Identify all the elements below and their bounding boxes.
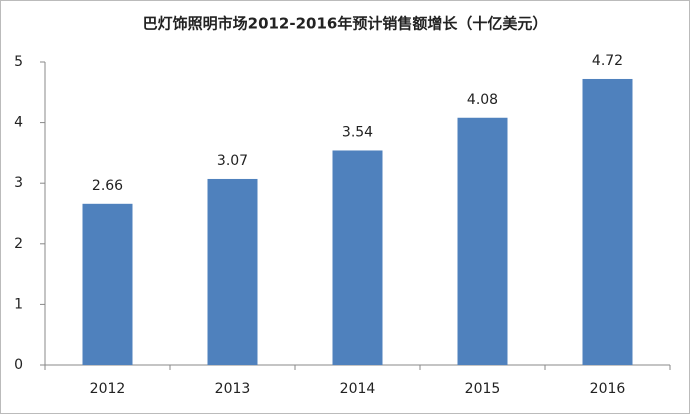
x-tick-label: 2012 [90, 381, 126, 397]
x-tick-label: 2015 [465, 381, 501, 397]
data-label: 2.66 [92, 178, 123, 194]
x-tick-label: 2014 [340, 381, 376, 397]
y-tick-label: 2 [14, 236, 23, 252]
data-label: 4.72 [592, 53, 623, 69]
y-tick-label: 4 [14, 115, 23, 131]
bar [82, 203, 133, 365]
bar [582, 78, 633, 365]
y-tick-label: 3 [14, 175, 23, 191]
x-tick-label: 2016 [590, 381, 626, 397]
y-tick-label: 1 [14, 296, 23, 312]
data-label: 3.54 [342, 124, 373, 140]
y-tick-label: 0 [14, 357, 23, 373]
data-label: 3.07 [217, 153, 248, 169]
chart-title: 巴灯饰照明市场2012-2016年预计销售额增长（十亿美元） [143, 15, 548, 33]
data-label: 4.08 [467, 92, 498, 108]
y-tick-label: 5 [14, 54, 23, 70]
bar [332, 150, 383, 365]
bar [207, 178, 258, 365]
bar [457, 117, 508, 365]
x-tick-label: 2013 [215, 381, 251, 397]
